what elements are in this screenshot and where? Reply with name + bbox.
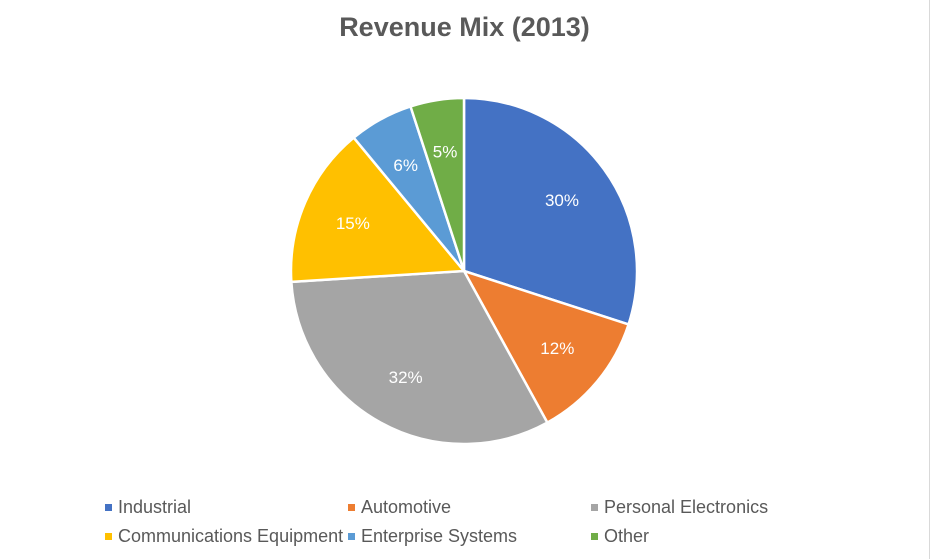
legend: Industrial Automotive Personal Electronics… (105, 497, 905, 547)
legend-label: Industrial (118, 497, 192, 517)
legend-label: Automotive (361, 497, 452, 517)
data-label-other: 5% (433, 142, 458, 161)
legend-label: Communications Equipment (118, 526, 344, 546)
data-label-communications-equipment: 15% (336, 214, 370, 233)
legend-item: Personal Electronics (591, 497, 891, 518)
legend-label: Enterprise Systems (361, 526, 518, 546)
legend-swatch (591, 504, 598, 511)
legend-swatch (105, 533, 112, 540)
chart-title: Revenue Mix (2013) (339, 12, 590, 42)
legend-item: Industrial (105, 497, 348, 518)
pie-chart: 30% 12% 32% 15% 6% 5% (289, 96, 639, 446)
legend-item: Automotive (348, 497, 591, 518)
legend-item: Enterprise Systems (348, 526, 591, 547)
pie-slice-automotive (461, 268, 631, 425)
data-label-personal-electronics: 32% (389, 368, 423, 387)
data-label-enterprise-systems: 6% (393, 156, 418, 175)
data-label-automotive: 12% (540, 339, 574, 358)
data-label-industrial: 30% (545, 191, 579, 210)
legend-swatch (105, 504, 112, 511)
pie-slice-personal-electronics (290, 269, 550, 446)
legend-item: Communications Equipment (105, 526, 348, 547)
pie-slice-other (408, 96, 466, 272)
legend-item: Other (591, 526, 891, 547)
legend-swatch (348, 504, 355, 511)
pie-slice-industrial (462, 96, 639, 327)
legend-swatch (348, 533, 355, 540)
pie-slice-communications-equipment (289, 135, 467, 284)
legend-label: Personal Electronics (604, 497, 769, 517)
legend-swatch (591, 533, 598, 540)
legend-label: Other (604, 526, 650, 546)
